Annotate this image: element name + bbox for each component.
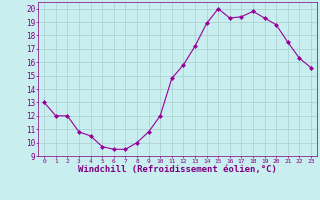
- X-axis label: Windchill (Refroidissement éolien,°C): Windchill (Refroidissement éolien,°C): [78, 165, 277, 174]
